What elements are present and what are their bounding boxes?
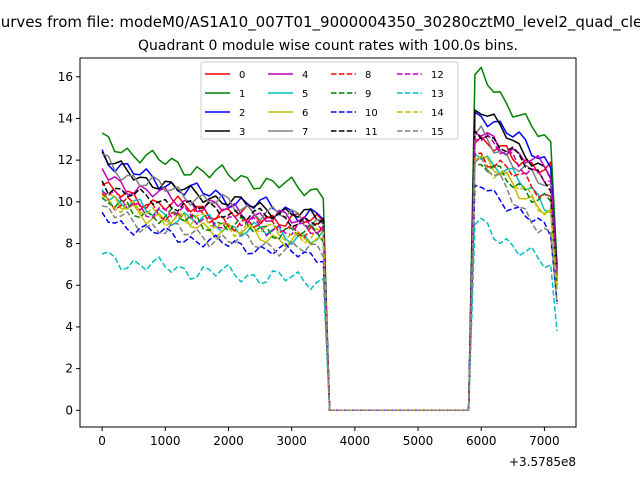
legend-label: 8 [365, 70, 371, 81]
legend-label: 9 [365, 89, 371, 100]
axes-frame [79, 57, 577, 428]
y-tick-label: 10 [58, 195, 73, 209]
y-axis-ticks: 0 2 4 6 8 10 12 14 16 [58, 70, 80, 417]
legend-label: 5 [302, 89, 308, 100]
series-layer [101, 66, 558, 412]
legend-label: 2 [239, 108, 245, 119]
legend-label: 10 [365, 108, 378, 119]
y-tick-label: 2 [65, 362, 73, 376]
x-tick-label: 2000 [213, 434, 244, 448]
legend-label: 11 [365, 127, 378, 138]
y-tick-label: 4 [65, 320, 73, 334]
y-tick-label: 0 [65, 403, 73, 417]
series-line-9 [101, 163, 558, 412]
legend-label: 14 [431, 108, 444, 119]
x-tick-label: 4000 [340, 434, 371, 448]
legend-label: 3 [239, 127, 245, 138]
y-tick-label: 16 [58, 70, 73, 84]
legend-label: 15 [431, 127, 444, 138]
y-tick-label: 6 [65, 278, 73, 292]
series-line-15 [101, 156, 558, 412]
legend-frame [200, 61, 459, 140]
chart-title: Quadrant 0 module wise count rates with … [138, 38, 518, 54]
x-tick-label: 5000 [403, 434, 434, 448]
series-line-13 [101, 217, 558, 412]
x-offset-label: +3.5785e8 [509, 455, 576, 469]
y-tick-label: 8 [65, 237, 73, 251]
legend-label: 0 [239, 70, 245, 81]
x-tick-label: 3000 [276, 434, 307, 448]
x-tick-label: 6000 [466, 434, 497, 448]
x-tick-label: 7000 [529, 434, 560, 448]
legend-label: 13 [431, 89, 444, 100]
y-tick-label: 14 [58, 111, 73, 125]
x-tick-label: 1000 [150, 434, 181, 448]
legend-label: 6 [302, 108, 308, 119]
legend-label: 1 [239, 89, 245, 100]
legend-label: 7 [302, 127, 308, 138]
x-axis-ticks: 0 1000 2000 3000 4000 5000 6000 7000 [98, 427, 560, 448]
legend-label: 12 [431, 70, 444, 81]
legend-label: 4 [302, 70, 308, 81]
y-tick-label: 12 [58, 153, 73, 167]
x-tick-label: 0 [98, 434, 106, 448]
figure-suptitle: Light curves from file: modeM0/AS1A10_00… [0, 13, 640, 32]
